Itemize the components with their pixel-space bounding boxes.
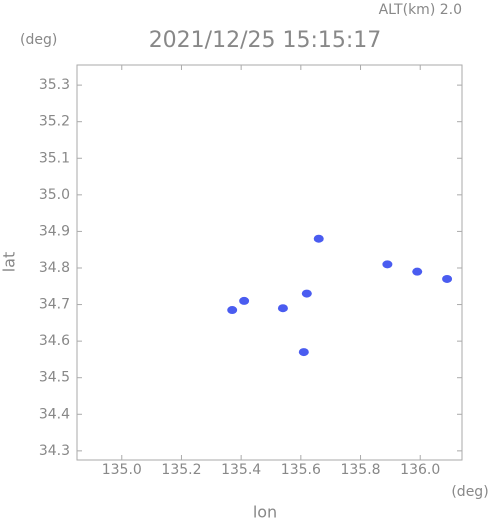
plot-frame (76, 64, 463, 461)
y-tick-label: 34.8 (39, 260, 70, 276)
y-tick-label: 34.4 (39, 406, 70, 422)
echo (227, 306, 238, 315)
x-tick-label: 135.6 (281, 462, 321, 478)
echo (382, 260, 393, 269)
y-tick-label: 34.5 (39, 370, 70, 386)
y-tick-label: 35.1 (39, 150, 70, 166)
echo (298, 348, 309, 357)
x-tick-label: 135.0 (102, 462, 142, 478)
x-tick-label: 135.4 (221, 462, 261, 478)
y-tick-label: 34.6 (39, 333, 70, 349)
echo (313, 234, 324, 243)
x-tick-label: 136.0 (400, 462, 440, 478)
x-tick-label: 135.2 (161, 462, 201, 478)
y-unit: (deg) (20, 32, 57, 48)
altitude: ALT(km) 2.0 (379, 2, 462, 18)
echo (412, 267, 423, 276)
x-axis-label: lon (253, 503, 277, 521)
y-tick-label: 35.3 (39, 77, 70, 93)
echo (301, 289, 312, 298)
y-tick-label: 35.0 (39, 187, 70, 203)
y-tick-label: 34.7 (39, 297, 70, 313)
chart-title: 2021/12/25 15:15:17 (149, 28, 382, 53)
x-tick-label: 135.8 (340, 462, 380, 478)
y-tick-label: 34.3 (39, 443, 70, 459)
y-axis-label: lat (0, 252, 19, 273)
y-tick-label: 34.9 (39, 223, 70, 239)
echo (239, 296, 250, 305)
echo (442, 274, 453, 283)
y-tick-label: 35.2 (39, 114, 70, 130)
echo (277, 304, 288, 313)
x-unit: (deg) (451, 484, 488, 500)
